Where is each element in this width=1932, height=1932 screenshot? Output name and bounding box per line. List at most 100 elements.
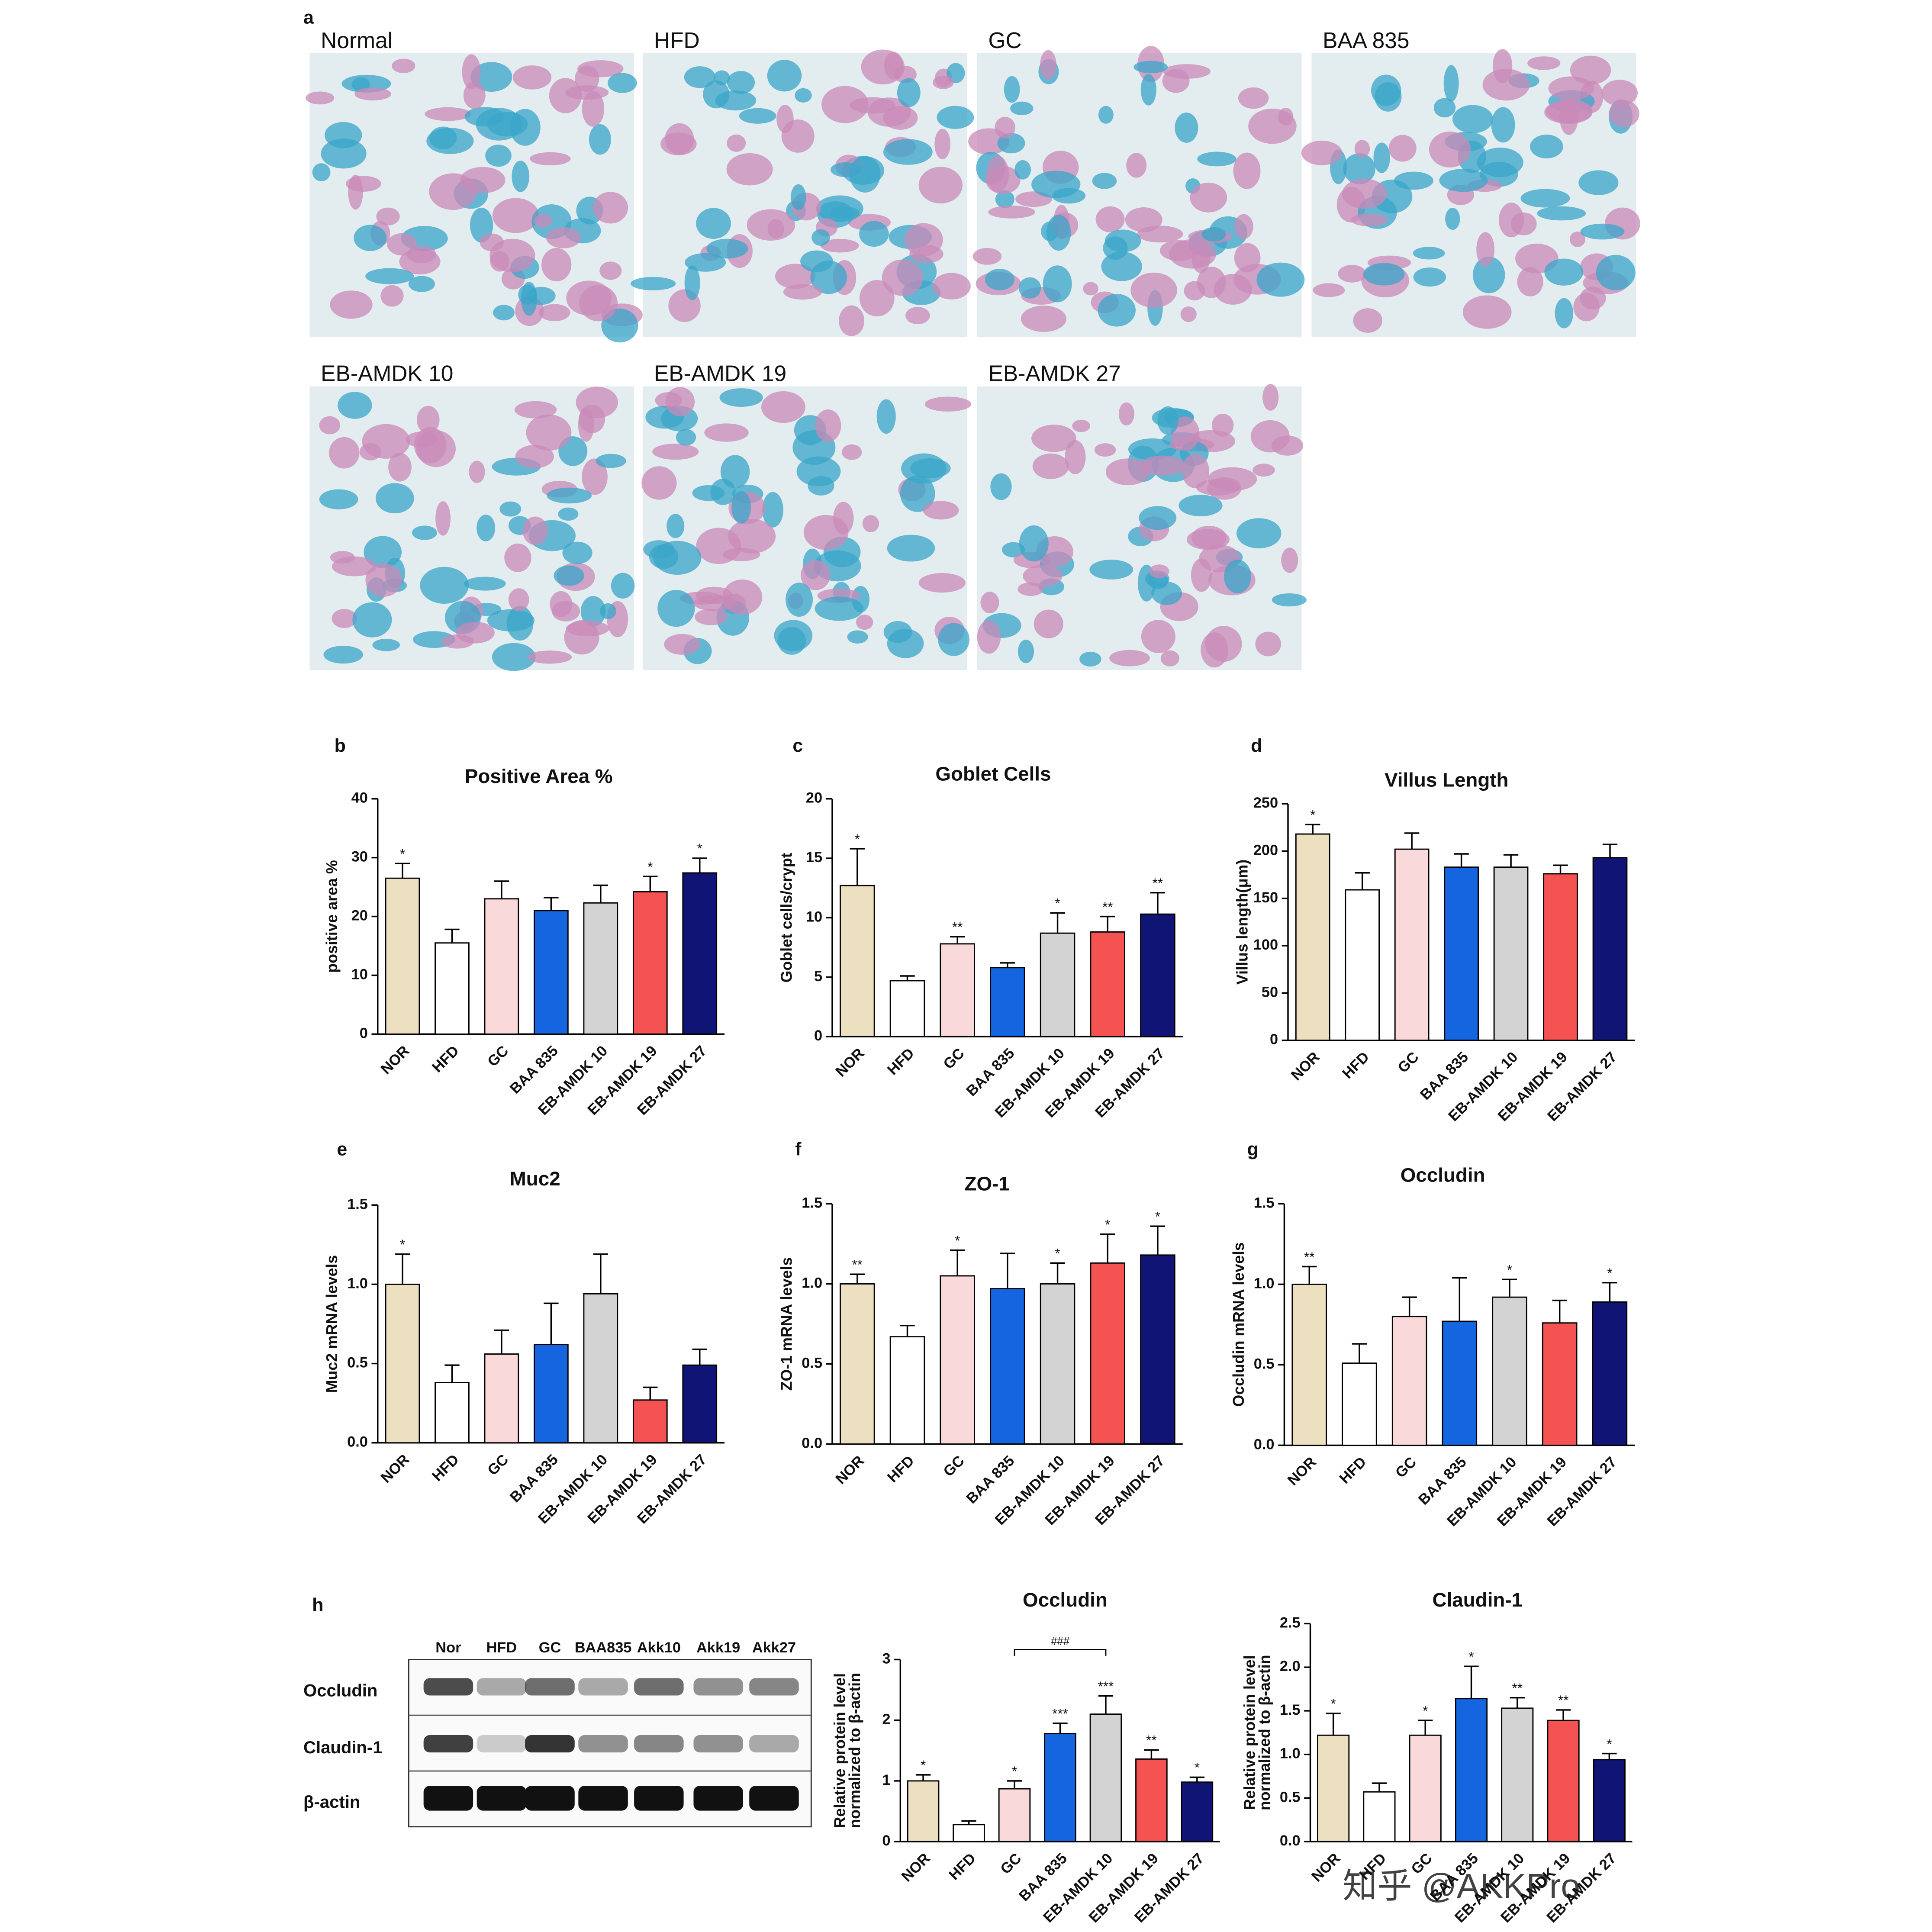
tissue-texture [972,248,1002,265]
bar [1543,873,1578,1041]
y-tick-label: 250 [1253,795,1278,811]
y-tick-label: 150 [1253,889,1278,906]
tissue-texture [1517,267,1543,296]
tissue-texture [1010,101,1034,116]
tissue-texture [539,304,570,321]
tissue-texture [592,192,628,224]
tissue-texture [839,305,865,336]
tissue-texture [1413,247,1445,260]
significance-label: * [1607,1736,1612,1752]
tissue-texture [1021,306,1067,332]
tissue-texture [767,60,802,92]
y-tick-label: 0.0 [347,1434,368,1450]
significance-label: * [647,859,653,874]
tissue-texture [1354,140,1370,158]
lane-label: Akk19 [696,1639,740,1656]
error-bar [1404,832,1420,850]
tissue-texture [319,489,358,509]
y-tick-label: 20 [351,908,368,924]
significance-label: * [1331,1696,1336,1711]
blot-band [578,1735,628,1753]
bar [907,1780,940,1842]
tissue-texture [321,138,367,169]
y-tick-label: 1.0 [347,1275,368,1291]
bar [1140,1254,1175,1445]
tissue-texture [388,453,412,482]
error-bar [1553,864,1568,874]
tissue-texture [1429,131,1471,167]
bar [1040,932,1075,1037]
error-bar [1352,1343,1367,1363]
tissue-texture [1301,141,1343,165]
tissue-texture [1157,406,1179,435]
tissue-texture [330,290,373,319]
protein-label: Occludin [303,1681,377,1700]
error-bar [444,1364,460,1383]
error-bar [1555,1709,1571,1721]
tissue-texture [1001,542,1025,557]
tissue-texture [392,58,415,73]
tissue-texture [1212,414,1234,437]
chart-title: Claudin-1 [1433,1589,1523,1611]
tissue-texture [1234,243,1261,273]
tissue-texture [710,479,736,505]
tissue-texture [1527,56,1561,70]
error-bar [1150,1225,1166,1255]
tissue-texture [1105,458,1150,486]
error-bar [850,848,865,886]
tissue-texture [463,81,486,109]
tissue-texture [933,75,954,89]
tissue-texture [429,126,457,150]
blot-band [634,1678,684,1696]
error-bar [1372,1782,1387,1792]
bar [1140,913,1175,1037]
significance-label: * [1055,1246,1060,1261]
tissue-texture [684,265,700,300]
tissue-texture [791,184,806,210]
error-bar [1100,915,1115,932]
tissue-texture [850,97,895,114]
y-tick-label: 200 [1253,842,1278,859]
tissue-texture [1065,440,1086,474]
tissue-texture [986,155,1009,192]
tissue-texture [665,387,695,416]
bar [682,1364,718,1444]
tissue-texture [348,174,363,210]
tissue-texture [506,605,534,641]
error-bar [544,1302,559,1345]
significance-label: *** [1052,1706,1068,1721]
error-bar [395,1253,410,1285]
tissue-texture [1019,525,1049,562]
error-bar [593,1253,609,1294]
bar [1592,857,1628,1041]
tissue-texture [550,591,573,617]
protein-label: β-actin [303,1793,360,1812]
y-axis-label: Muc2 mRNA levels [323,1255,341,1393]
tissue-texture [657,589,695,627]
tissue-texture [1018,277,1041,299]
tissue-texture [608,73,637,93]
tissue-texture [362,424,410,459]
bar [583,902,618,1035]
tissue-texture [1477,148,1523,177]
error-bar [1503,854,1519,867]
tissue-texture [918,167,963,204]
bar [435,1382,470,1444]
tissue-texture [332,609,357,628]
y-tick-label: 0.0 [802,1435,822,1452]
tissue-texture [408,276,435,292]
tissue-texture [900,475,935,512]
tissue-texture [508,588,529,612]
tissue-texture [905,223,943,257]
error-bar [1552,1299,1567,1323]
tissue-texture [1433,98,1456,118]
tissue-texture [522,516,548,545]
tissue-texture [338,392,372,419]
error-bar [692,857,707,873]
error-bar [1144,1749,1159,1759]
y-tick-label: 0.5 [1254,1356,1275,1372]
tissue-texture [579,285,618,322]
tissue-texture [862,515,879,532]
significance-label: * [400,846,405,861]
panel-letter: g [1247,1139,1259,1160]
